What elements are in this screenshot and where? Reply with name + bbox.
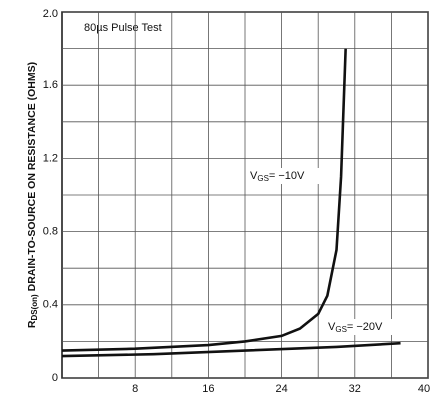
x-tick-label: 16 <box>202 383 214 395</box>
series-label-symbol: V <box>250 170 258 182</box>
y-tick-label: 0 <box>52 372 58 384</box>
series-label: VGS= −20V <box>328 321 383 334</box>
series-line <box>61 48 347 352</box>
y-axis-title: RDS(on) DRAIN-TO-SOURCE ON RESISTANCE (OH… <box>26 62 39 328</box>
annotation: 80µs Pulse Test <box>84 22 162 34</box>
series-label-sub: GS <box>335 325 347 334</box>
x-tick-label: 32 <box>349 383 361 395</box>
series-label-bg <box>326 319 400 335</box>
y-tick-label: 1.2 <box>43 152 58 164</box>
y-label-symbol: R <box>26 320 38 328</box>
y-tick-label: 0.4 <box>43 299 58 311</box>
y-axis-label: RDS(on) DRAIN-TO-SOURCE ON RESISTANCE (OH… <box>26 62 39 328</box>
x-tick-label: 40 <box>418 383 430 395</box>
x-tick-label: 24 <box>275 383 287 395</box>
series-label-value: = −20V <box>347 321 383 333</box>
y-label-text: DRAIN-TO-SOURCE ON RESISTANCE (OHMS) <box>26 62 38 291</box>
series-label-value: = −10V <box>269 170 305 182</box>
y-tick-label: 1.6 <box>43 79 58 91</box>
series-label: VGS= −10V <box>250 170 305 183</box>
series-label-symbol: V <box>328 321 336 333</box>
y-tick-label: 0.8 <box>43 226 58 238</box>
series-line <box>61 341 401 358</box>
x-tick-label: 8 <box>132 383 138 395</box>
y-tick-label: 2.0 <box>43 8 58 20</box>
series-label-bg <box>248 168 322 184</box>
series-label-sub: GS <box>257 174 269 183</box>
y-label-sub: DS(on) <box>30 294 39 321</box>
annotation-bg <box>78 20 188 36</box>
